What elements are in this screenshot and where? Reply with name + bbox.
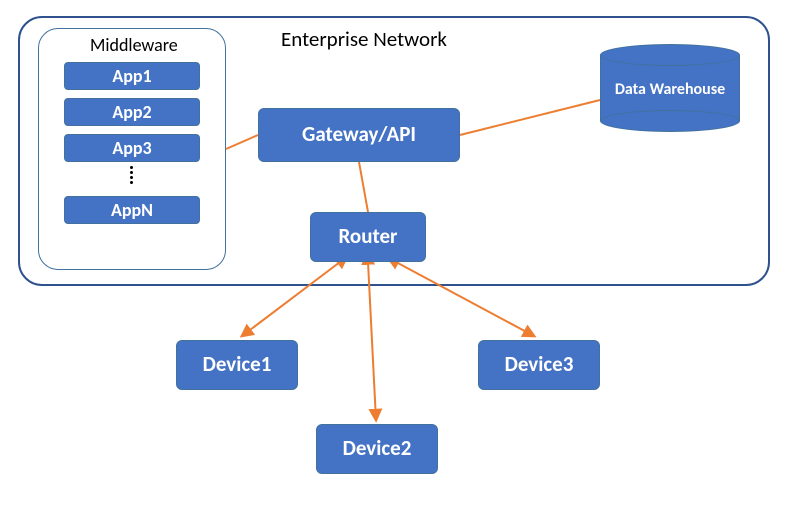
app1-node: App1 [64, 62, 200, 90]
device2-node: Device2 [316, 424, 438, 474]
app2-label: App2 [112, 101, 151, 123]
device3-node: Device3 [478, 340, 600, 390]
device3-label: Device3 [505, 353, 574, 376]
device1-node: Device1 [176, 340, 298, 390]
data-warehouse-label: Data Warehouse [600, 80, 740, 99]
appn-label: AppN [111, 199, 153, 221]
data-warehouse-cylinder: Data Warehouse [600, 44, 740, 132]
router-label: Router [338, 225, 397, 248]
appn-node: AppN [64, 196, 200, 224]
app3-label: App3 [112, 137, 151, 159]
gateway-api-label: Gateway/API [302, 123, 416, 146]
app2-node: App2 [64, 98, 200, 126]
vertical-dots-icon [130, 166, 133, 184]
enterprise-network-title: Enterprise Network [281, 26, 447, 52]
device2-label: Device2 [343, 437, 412, 460]
middleware-title: Middleware [90, 34, 178, 56]
device1-label: Device1 [203, 353, 272, 376]
gateway-api-node: Gateway/API [258, 108, 460, 162]
app1-label: App1 [112, 65, 151, 87]
router-node: Router [310, 212, 426, 262]
app3-node: App3 [64, 134, 200, 162]
